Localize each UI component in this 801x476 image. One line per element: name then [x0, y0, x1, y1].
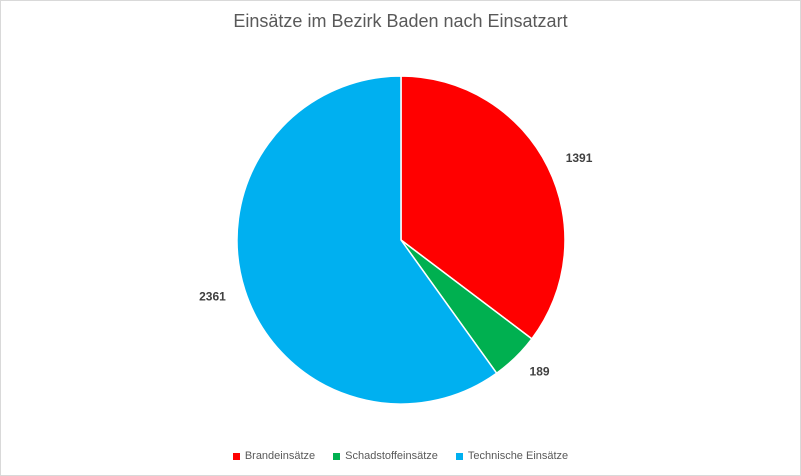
- legend-item-brandeinsaetze: Brandeinsätze: [232, 450, 316, 462]
- legend-swatch: [333, 452, 341, 460]
- legend-swatch: [455, 452, 463, 460]
- data-label-technische-einsaetze: 2361: [199, 289, 226, 303]
- legend-item-schadstoffeinsaetze: Schadstoffeinsätze: [333, 450, 438, 462]
- legend: Brandeinsätze Schadstoffeinsätze Technis…: [1, 450, 800, 462]
- pie-slice-technische-einsaetze: [236, 75, 498, 405]
- legend-label: Brandeinsätze: [244, 450, 316, 462]
- legend-item-technische-einsaetze: Technische Einsätze: [455, 450, 569, 462]
- legend-label: Technische Einsätze: [467, 450, 569, 462]
- legend-swatch: [232, 452, 240, 460]
- data-label-schadstoffeinsaetze: 189: [530, 365, 550, 379]
- data-label-brandeinsaetze: 1391: [566, 151, 593, 165]
- legend-label: Schadstoffeinsätze: [345, 450, 438, 462]
- chart-title: Einsätze im Bezirk Baden nach Einsatzart: [233, 11, 568, 31]
- pie-slice-brandeinsaetze: [400, 75, 566, 340]
